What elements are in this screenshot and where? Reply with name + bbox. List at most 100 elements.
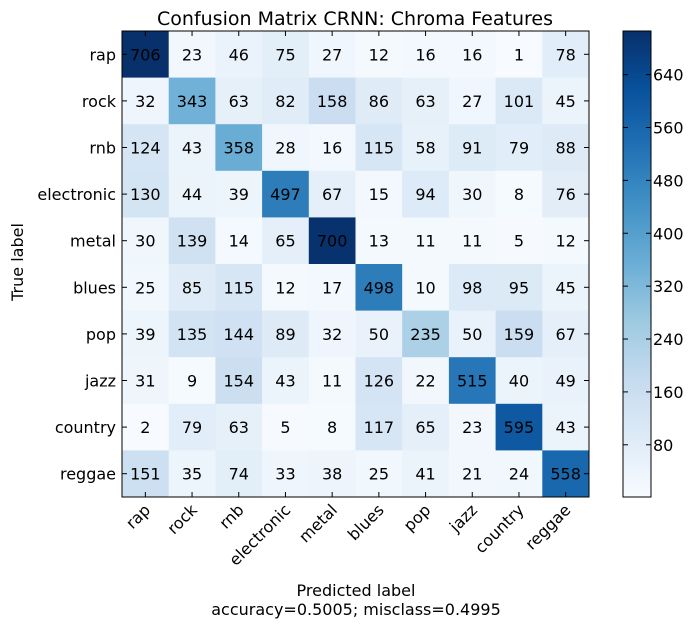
cell-value: 46 — [229, 45, 249, 64]
cell-value: 23 — [182, 45, 202, 64]
heatmap-cell — [495, 217, 543, 265]
cell-value: 63 — [229, 418, 249, 437]
heatmap-cell — [168, 310, 216, 358]
cell-value: 50 — [462, 325, 482, 344]
heatmap-cell — [215, 77, 263, 125]
heatmap-cell — [402, 217, 450, 265]
cell-value: 10 — [415, 278, 435, 297]
heatmap-cell — [448, 77, 497, 125]
y-tick-label: electronic — [37, 185, 116, 204]
cell-value: 45 — [555, 92, 575, 111]
cell-value: 43 — [182, 139, 202, 158]
heatmap-cell — [448, 357, 497, 405]
accuracy-footer: accuracy=0.5005; misclass=0.4995 — [211, 600, 501, 619]
cell-value: 16 — [415, 45, 435, 64]
cell-value: 8 — [514, 185, 524, 204]
heatmap-cell — [542, 124, 590, 172]
heatmap-cell — [402, 403, 450, 451]
cell-value: 67 — [322, 185, 342, 204]
cell-value: 86 — [369, 92, 389, 111]
cell-value: 101 — [504, 92, 535, 111]
heatmap-cell — [168, 217, 216, 265]
cell-value: 515 — [457, 372, 488, 391]
cell-value: 33 — [275, 465, 295, 484]
heatmap-cell — [168, 264, 216, 312]
heatmap-cells — [122, 31, 590, 498]
cell-value: 50 — [369, 325, 389, 344]
heatmap-cell — [402, 170, 450, 218]
heatmap-cell — [448, 403, 497, 451]
cell-value: 158 — [317, 92, 348, 111]
cell-value: 49 — [555, 372, 575, 391]
cell-value: 89 — [275, 325, 295, 344]
heatmap-cell — [448, 217, 497, 265]
cell-value: 343 — [177, 92, 208, 111]
cell-value: 124 — [130, 139, 161, 158]
heatmap-cell — [495, 357, 543, 405]
cell-value: 65 — [415, 418, 435, 437]
heatmap-cell — [495, 170, 543, 218]
cell-value: 24 — [509, 465, 529, 484]
heatmap-cell — [122, 31, 170, 79]
cell-value: 16 — [462, 45, 482, 64]
heatmap-cell — [168, 77, 216, 125]
heatmap-cell — [262, 217, 310, 265]
colorbar-tick-label: 400 — [653, 224, 684, 243]
heatmap-cell — [215, 310, 263, 358]
cell-value: 44 — [182, 185, 202, 204]
heatmap-cell — [215, 170, 263, 218]
x-tick-label: jazz — [445, 500, 481, 536]
y-tick-label: rap — [89, 45, 116, 64]
heatmap-cell — [262, 264, 310, 312]
cell-value: 154 — [223, 372, 254, 391]
cell-value: 11 — [462, 232, 482, 251]
heatmap-cell — [308, 217, 356, 265]
cell-value: 85 — [182, 278, 202, 297]
cell-value: 235 — [410, 325, 441, 344]
cell-value: 94 — [415, 185, 435, 204]
chart-title: Confusion Matrix CRNN: Chroma Features — [157, 8, 553, 30]
heatmap-cell — [215, 264, 263, 312]
y-tick-label: rock — [82, 92, 117, 111]
heatmap-cell — [308, 77, 356, 125]
heatmap-cell — [262, 310, 310, 358]
cell-value: 1 — [514, 45, 524, 64]
cell-value: 115 — [364, 139, 395, 158]
heatmap-cell — [448, 124, 497, 172]
cell-value: 23 — [462, 418, 482, 437]
plot-frame — [121, 30, 590, 498]
cell-value: 58 — [415, 139, 435, 158]
heatmap-cell — [355, 450, 403, 498]
heatmap-cell — [355, 31, 403, 79]
heatmap-cell — [308, 403, 356, 451]
cell-value: 16 — [322, 139, 342, 158]
cell-value: 32 — [135, 92, 155, 111]
heatmap-cell — [495, 77, 543, 125]
heatmap-cell — [122, 264, 170, 312]
cell-value: 8 — [327, 418, 337, 437]
heatmap-cell — [402, 450, 450, 498]
cell-value: 135 — [177, 325, 208, 344]
cell-value: 28 — [275, 139, 295, 158]
heatmap-cell — [495, 450, 543, 498]
y-tick-label: reggae — [60, 465, 116, 484]
cell-value: 13 — [369, 232, 389, 251]
heatmap-cell — [495, 310, 543, 358]
heatmap-cell — [448, 31, 497, 79]
cell-value: 115 — [223, 278, 254, 297]
heatmap-cell — [448, 450, 497, 498]
cell-value: 497 — [270, 185, 301, 204]
cell-value: 30 — [135, 232, 155, 251]
cell-value: 63 — [229, 92, 249, 111]
cell-value: 358 — [223, 139, 254, 158]
cell-value: 159 — [504, 325, 535, 344]
heatmap-cell — [402, 310, 450, 358]
heatmap-cell — [308, 450, 356, 498]
cell-value: 11 — [415, 232, 435, 251]
cell-value: 498 — [364, 278, 395, 297]
heatmap-cell — [448, 170, 497, 218]
cell-value: 79 — [509, 139, 529, 158]
heatmap-cell — [122, 170, 170, 218]
x-tick-label: pop — [400, 500, 435, 535]
heatmap-cell — [262, 403, 310, 451]
